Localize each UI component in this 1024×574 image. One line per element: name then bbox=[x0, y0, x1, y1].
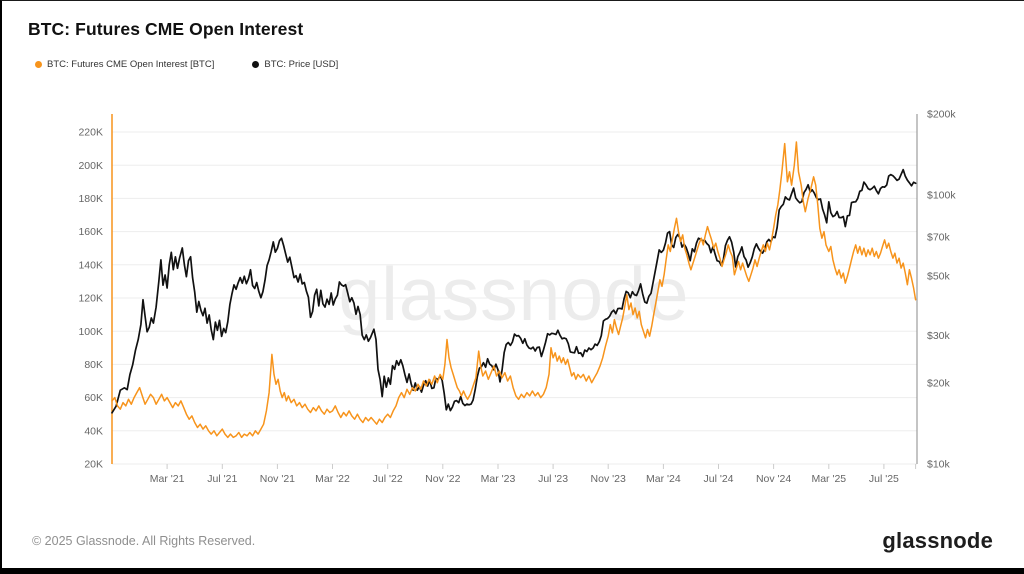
copyright-text: © 2025 Glassnode. All Rights Reserved. bbox=[32, 534, 256, 548]
x-axis-tick-label: Mar '23 bbox=[481, 473, 516, 485]
legend: BTC: Futures CME Open Interest [BTC] BTC:… bbox=[35, 59, 376, 70]
left-axis-tick-label: 140K bbox=[78, 259, 103, 271]
right-axis-tick-label: $30k bbox=[927, 330, 951, 342]
legend-label-price: BTC: Price [USD] bbox=[264, 59, 339, 70]
series-line-price bbox=[111, 168, 917, 414]
series-line-open-interest bbox=[111, 141, 917, 439]
bottom-bar bbox=[2, 568, 1024, 574]
x-axis-tick-label: Mar '25 bbox=[811, 473, 846, 485]
x-axis-tick-label: Nov '21 bbox=[260, 473, 295, 485]
x-axis-tick-label: Nov '23 bbox=[591, 473, 626, 485]
x-axis-tick-label: Mar '21 bbox=[150, 473, 185, 485]
left-axis-tick-label: 160K bbox=[78, 226, 103, 238]
legend-item-price[interactable]: BTC: Price [USD] bbox=[252, 59, 338, 70]
right-axis-tick-label: $10k bbox=[927, 459, 951, 471]
x-axis-tick-label: Jul '24 bbox=[703, 473, 733, 485]
x-axis-tick-label: Jul '25 bbox=[869, 473, 899, 485]
left-axis-tick-label: 60K bbox=[84, 392, 103, 404]
x-axis-tick-label: Jul '23 bbox=[538, 473, 568, 485]
right-axis-tick-label: $70k bbox=[927, 231, 951, 243]
x-axis-tick-label: Nov '24 bbox=[756, 473, 791, 485]
legend-label-open-interest: BTC: Futures CME Open Interest [BTC] bbox=[47, 59, 215, 70]
left-axis-tick-label: 120K bbox=[78, 293, 103, 305]
right-axis-tick-label: $50k bbox=[927, 271, 951, 283]
left-axis-tick-label: 40K bbox=[84, 425, 103, 437]
left-axis-tick-label: 80K bbox=[84, 359, 103, 371]
left-axis-tick-label: 200K bbox=[78, 160, 103, 172]
right-axis-tick-label: $200k bbox=[927, 109, 956, 121]
chart-canvas[interactable]: 20K 40K 60K 80K 100K 120K 140K 160K 180K 200K 220K… bbox=[2, 1, 1024, 516]
x-axis-tick-label: Mar '24 bbox=[646, 473, 681, 485]
x-axis-tick-label: Jul '21 bbox=[207, 473, 237, 485]
left-axis-tick-label: 180K bbox=[78, 193, 103, 205]
right-axis-tick-label: $20k bbox=[927, 378, 951, 390]
x-axis-tick-label: Nov '22 bbox=[425, 473, 460, 485]
legend-dot-price bbox=[252, 61, 260, 68]
left-axis-tick-label: 220K bbox=[78, 127, 103, 139]
glassnode-watermark: glassnode bbox=[338, 252, 690, 336]
right-axis-tick-label: $100k bbox=[927, 190, 956, 202]
left-axis-tick-label: 20K bbox=[84, 459, 103, 471]
legend-item-open-interest[interactable]: BTC: Futures CME Open Interest [BTC] bbox=[35, 59, 214, 70]
x-axis-tick-label: Mar '22 bbox=[315, 473, 350, 485]
glassnode-logo: glassnode bbox=[882, 528, 993, 553]
legend-dot-open-interest bbox=[35, 61, 42, 68]
left-axis-tick-label: 100K bbox=[78, 326, 103, 338]
x-axis-tick-label: Jul '22 bbox=[373, 473, 403, 485]
page-title: BTC: Futures CME Open Interest bbox=[28, 19, 304, 39]
